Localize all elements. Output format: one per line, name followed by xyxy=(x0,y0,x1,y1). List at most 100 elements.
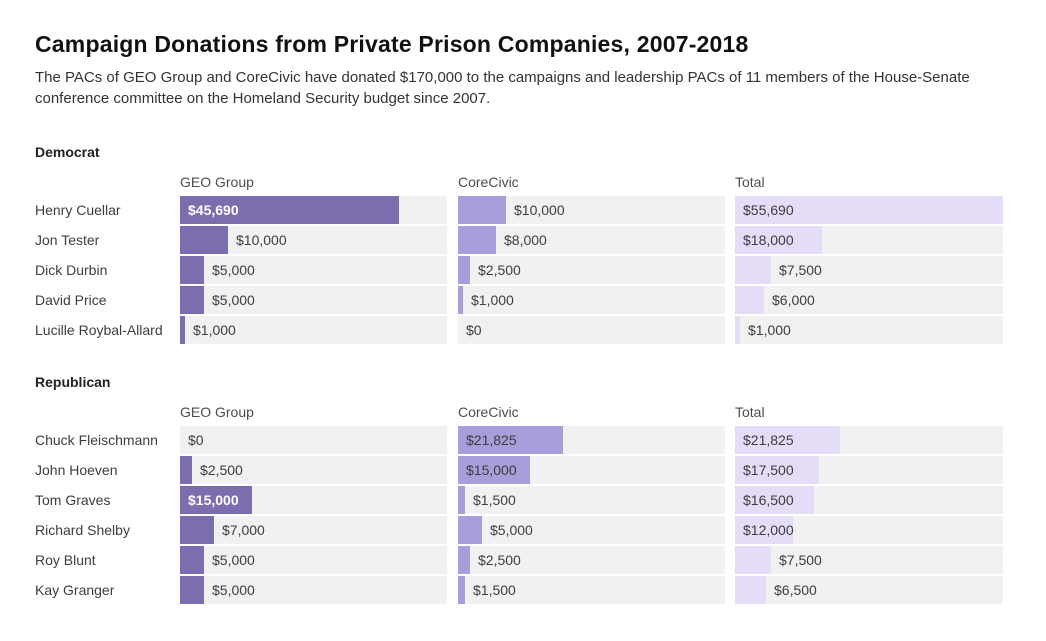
bar-track-total: $6,000 xyxy=(735,286,1003,314)
column-gap xyxy=(725,426,735,454)
column-gap xyxy=(447,546,458,574)
column-gap xyxy=(725,576,735,604)
table-row: Dick Durbin $5,000 $2,500 $7,500 xyxy=(35,256,1003,284)
bar-value-label: $5,000 xyxy=(212,292,255,308)
column-gap xyxy=(447,286,458,314)
column-gap xyxy=(447,196,458,224)
bar-geo xyxy=(180,486,252,514)
column-gap xyxy=(447,426,458,454)
bar-value-label: $6,500 xyxy=(774,582,817,598)
bar-track-geo: $5,000 xyxy=(180,576,447,604)
bar-value-label: $55,690 xyxy=(743,202,794,218)
bar-total xyxy=(735,426,841,454)
bar-track-corecivic: $1,500 xyxy=(458,576,725,604)
column-gap xyxy=(725,175,735,189)
row-label: Roy Blunt xyxy=(35,552,96,568)
bar-value-label: $1,000 xyxy=(193,322,236,338)
column-gap xyxy=(725,516,735,544)
section-label: Republican xyxy=(35,374,111,390)
column-gap xyxy=(725,316,735,344)
column-header-corecivic: CoreCivic xyxy=(458,404,519,420)
column-header-geo: GEO Group xyxy=(180,404,254,420)
page-subtitle: The PACs of GEO Group and CoreCivic have… xyxy=(35,69,970,107)
bar-value-label: $7,500 xyxy=(779,262,822,278)
bar-track-corecivic: $1,500 xyxy=(458,486,725,514)
bar-geo xyxy=(180,576,204,604)
bar-track-corecivic: $5,000 xyxy=(458,516,725,544)
bar-track-total: $6,500 xyxy=(735,576,1003,604)
bar-total xyxy=(735,196,1003,224)
table-row: Tom Graves $15,000 $1,500 $16,500 xyxy=(35,486,1003,514)
bar-geo xyxy=(180,456,192,484)
bar-total xyxy=(735,226,822,254)
column-header-spacer xyxy=(35,175,180,189)
table-row: David Price $5,000 $1,000 $6,000 xyxy=(35,286,1003,314)
bar-track-geo: $5,000 xyxy=(180,546,447,574)
bar-value-label: $5,000 xyxy=(212,552,255,568)
bar-track-geo: $2,500 xyxy=(180,456,447,484)
bar-track-total: $1,000 xyxy=(735,316,1003,344)
bar-geo xyxy=(180,516,214,544)
column-gap xyxy=(725,405,735,419)
bar-corecivic xyxy=(458,226,497,254)
column-header-total: Total xyxy=(735,404,765,420)
bar-value-label: $21,825 xyxy=(743,432,794,448)
row-label: Chuck Fleischmann xyxy=(35,432,158,448)
bar-total xyxy=(735,516,793,544)
bar-value-label: $45,690 xyxy=(188,202,239,218)
bar-track-geo: $45,690 xyxy=(180,196,447,224)
table-row: Chuck Fleischmann $0 $21,825 $21,825 xyxy=(35,426,1003,454)
bar-value-label: $1,500 xyxy=(473,492,516,508)
bar-total xyxy=(735,456,820,484)
bar-corecivic xyxy=(458,576,466,604)
column-header-corecivic: CoreCivic xyxy=(458,174,519,190)
bar-track-geo: $5,000 xyxy=(180,256,447,284)
bar-total xyxy=(735,256,772,284)
bar-track-corecivic: $1,000 xyxy=(458,286,725,314)
row-label: Henry Cuellar xyxy=(35,202,121,218)
table-row: Roy Blunt $5,000 $2,500 $7,500 xyxy=(35,546,1003,574)
bar-track-total: $21,825 xyxy=(735,426,1003,454)
chart-sections: Democrat GEO Group CoreCivic Total Henry Cue… xyxy=(35,144,1003,604)
bar-track-total: $18,000 xyxy=(735,226,1003,254)
row-label: Dick Durbin xyxy=(35,262,108,278)
bar-track-corecivic: $0 xyxy=(458,316,725,344)
bar-corecivic xyxy=(458,256,470,284)
section-label: Democrat xyxy=(35,144,100,160)
bar-corecivic xyxy=(458,196,506,224)
bar-value-label: $16,500 xyxy=(743,492,794,508)
bar-value-label: $1,500 xyxy=(473,582,516,598)
bar-corecivic xyxy=(458,516,482,544)
table-row: Jon Tester $10,000 $8,000 $18,000 xyxy=(35,226,1003,254)
row-label: Richard Shelby xyxy=(35,522,130,538)
column-header-geo: GEO Group xyxy=(180,174,254,190)
column-headers-row: GEO Group CoreCivic Total xyxy=(35,405,1003,419)
bar-value-label: $5,000 xyxy=(212,582,255,598)
bar-geo xyxy=(180,316,185,344)
bar-value-label: $8,000 xyxy=(504,232,547,248)
column-header-total: Total xyxy=(735,174,765,190)
bar-track-total: $17,500 xyxy=(735,456,1003,484)
table-row: Henry Cuellar $45,690 $10,000 $55,690 xyxy=(35,196,1003,224)
bar-value-label: $6,000 xyxy=(772,292,815,308)
bar-corecivic xyxy=(458,486,466,514)
column-gap xyxy=(447,486,458,514)
bar-track-total: $55,690 xyxy=(735,196,1003,224)
bar-track-corecivic: $2,500 xyxy=(458,256,725,284)
bar-track-total: $16,500 xyxy=(735,486,1003,514)
bar-value-label: $7,500 xyxy=(779,552,822,568)
bar-track-geo: $15,000 xyxy=(180,486,447,514)
column-gap xyxy=(447,576,458,604)
column-gap xyxy=(447,256,458,284)
bar-total xyxy=(735,546,772,574)
table-row: Richard Shelby $7,000 $5,000 $12,000 xyxy=(35,516,1003,544)
column-headers-row: GEO Group CoreCivic Total xyxy=(35,175,1003,189)
bar-track-corecivic: $21,825 xyxy=(458,426,725,454)
bar-value-label: $15,000 xyxy=(466,462,517,478)
bar-track-total: $7,500 xyxy=(735,256,1003,284)
bar-geo xyxy=(180,196,400,224)
bar-value-label: $0 xyxy=(188,432,204,448)
bar-track-corecivic: $8,000 xyxy=(458,226,725,254)
row-label: Tom Graves xyxy=(35,492,111,508)
table-row: Kay Granger $5,000 $1,500 $6,500 xyxy=(35,576,1003,604)
